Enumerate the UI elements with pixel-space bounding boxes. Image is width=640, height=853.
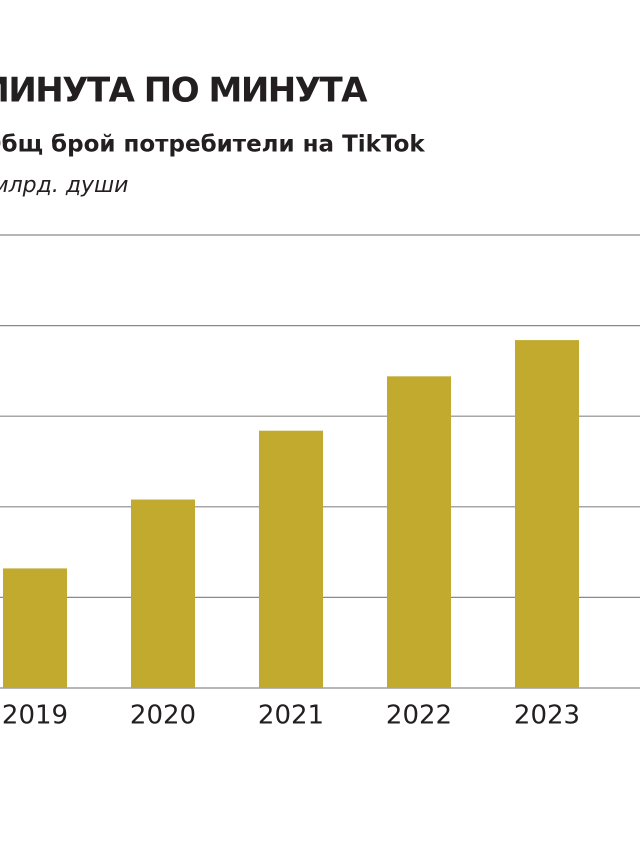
chart-title: МИНУТА ПО МИНУТА	[0, 71, 368, 111]
bar	[515, 340, 579, 688]
x-tick-label: 2021	[258, 701, 324, 731]
bar	[259, 430, 323, 688]
bar	[3, 568, 67, 688]
x-tick-label: 2020	[130, 701, 196, 731]
bar	[387, 376, 451, 688]
x-tick-label: 2023	[514, 701, 580, 731]
chart-subtitle: Общ брой потребители на TikTok	[0, 132, 425, 158]
y-axis-label: млрд. души	[0, 173, 128, 198]
bar	[131, 499, 195, 688]
x-tick-label: 2022	[386, 701, 452, 731]
x-tick-label: 2019	[2, 701, 68, 731]
